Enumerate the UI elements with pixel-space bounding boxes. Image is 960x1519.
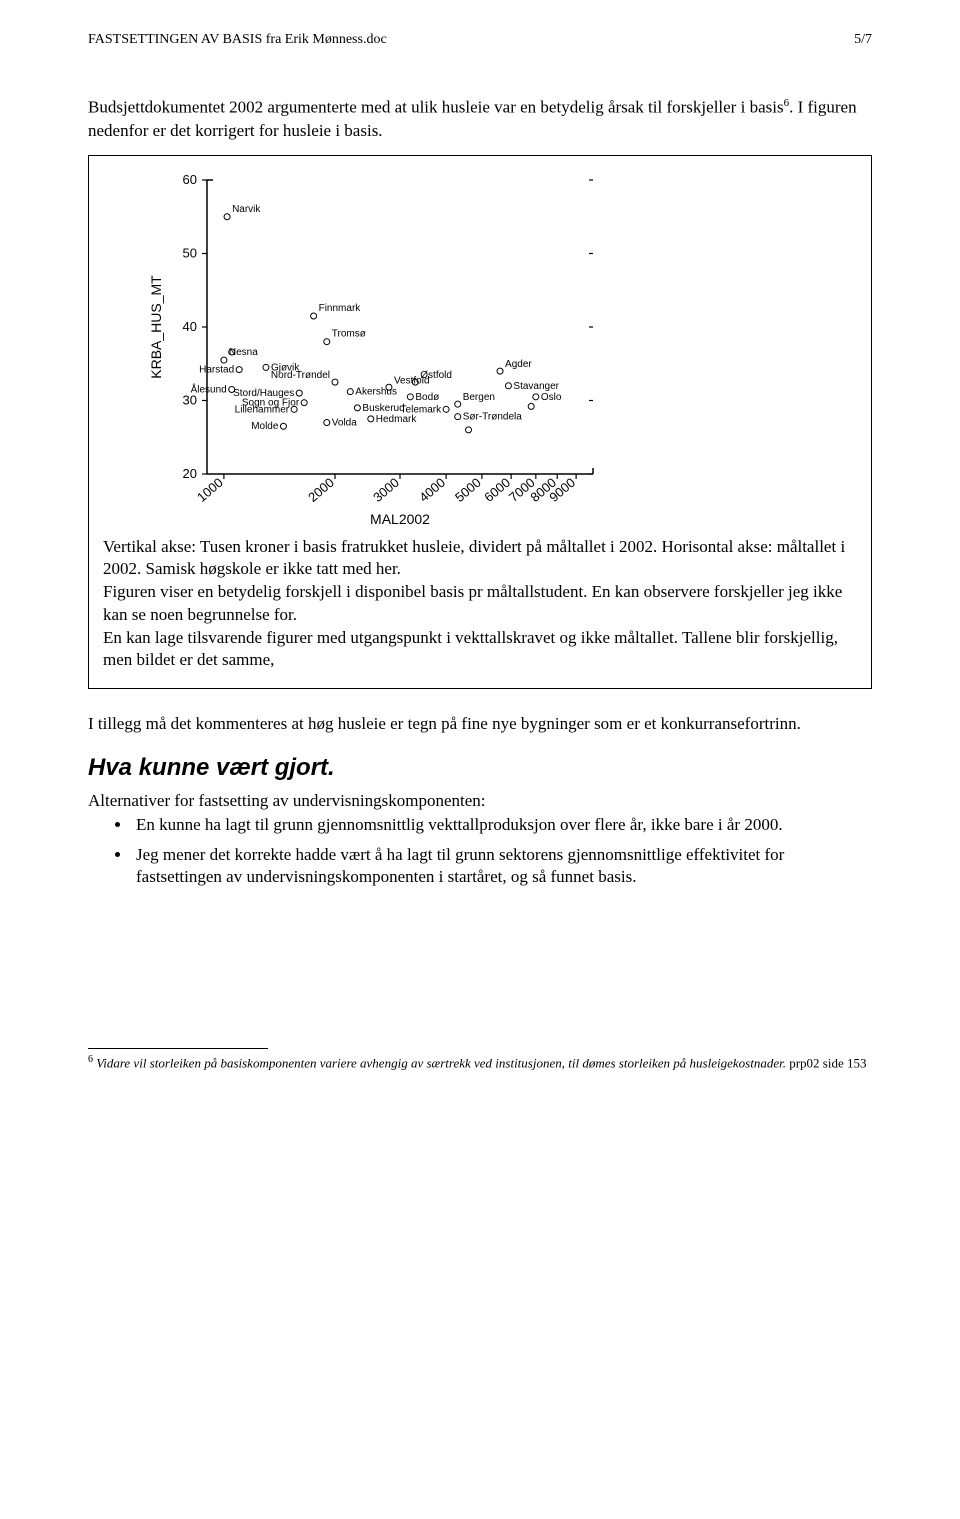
svg-text:Buskerud: Buskerud xyxy=(362,402,404,413)
scatter-chart: 2030405060100020003000400050006000700080… xyxy=(143,170,603,530)
svg-text:Narvik: Narvik xyxy=(232,203,261,214)
svg-text:Akershus: Akershus xyxy=(355,386,397,397)
bullet-list: En kunne ha lagt til grunn gjennomsnittl… xyxy=(88,814,872,888)
footnote-separator xyxy=(88,1048,268,1049)
footnote-number: 6 xyxy=(88,1054,93,1065)
svg-text:KRBA_HUS_MT: KRBA_HUS_MT xyxy=(148,274,164,378)
explain-p1: Vertikal akse: Tusen kroner i basis frat… xyxy=(103,536,857,582)
header-page-number: 5/7 xyxy=(854,32,872,48)
chart-container: 2030405060100020003000400050006000700080… xyxy=(88,155,872,690)
svg-text:4000: 4000 xyxy=(416,474,448,504)
svg-text:Østfold: Østfold xyxy=(420,370,452,381)
svg-text:Molde: Molde xyxy=(251,421,279,432)
svg-text:60: 60 xyxy=(183,172,197,187)
chart-explanation: Vertikal akse: Tusen kroner i basis frat… xyxy=(103,536,857,673)
footnote: 6 Vidare vil storleiken på basiskomponen… xyxy=(88,1053,872,1072)
chart-svg: 2030405060100020003000400050006000700080… xyxy=(143,170,603,530)
svg-text:Oslo: Oslo xyxy=(541,391,562,402)
svg-text:Hedmark: Hedmark xyxy=(376,413,418,424)
intro-paragraph: Budsjettdokumentet 2002 argumenterte med… xyxy=(88,96,872,143)
footnote-tail: prp02 side 153 xyxy=(786,1056,867,1071)
svg-text:1000: 1000 xyxy=(194,474,226,504)
document-page: FASTSETTINGEN AV BASIS fra Erik Mønness.… xyxy=(0,0,960,1132)
intro-text-a: Budsjettdokumentet 2002 argumenterte med… xyxy=(88,98,784,117)
svg-text:20: 20 xyxy=(183,466,197,481)
svg-text:Nord-Trøndel: Nord-Trøndel xyxy=(271,370,330,381)
svg-text:Stavanger: Stavanger xyxy=(513,380,559,391)
svg-text:Harstad: Harstad xyxy=(199,364,234,375)
svg-text:Bodø: Bodø xyxy=(415,391,439,402)
svg-text:50: 50 xyxy=(183,245,197,260)
svg-text:Finnmark: Finnmark xyxy=(319,303,362,314)
section-body: Alternativer for fastsetting av undervis… xyxy=(88,790,872,888)
svg-text:Bergen: Bergen xyxy=(463,392,495,403)
svg-text:Nesna: Nesna xyxy=(229,347,258,358)
section-heading: Hva kunne vært gjort. xyxy=(88,754,872,782)
svg-text:Tromsø: Tromsø xyxy=(332,328,366,339)
svg-text:5000: 5000 xyxy=(452,474,484,504)
header-filename: FASTSETTINGEN AV BASIS fra Erik Mønness.… xyxy=(88,32,387,48)
svg-text:Sør-Trøndela: Sør-Trøndela xyxy=(463,411,523,422)
bullet-item: En kunne ha lagt til grunn gjennomsnittl… xyxy=(132,814,872,836)
svg-text:Ålesund: Ålesund xyxy=(191,382,227,395)
svg-text:2000: 2000 xyxy=(305,474,337,504)
svg-text:3000: 3000 xyxy=(370,474,402,504)
explain-p2: Figuren viser en betydelig forskjell i d… xyxy=(103,581,857,627)
explain-p4: I tillegg må det kommenteres at høg husl… xyxy=(88,713,872,736)
svg-text:Volda: Volda xyxy=(332,417,357,428)
svg-text:Agder: Agder xyxy=(505,359,532,370)
footnote-italic: Vidare vil storleiken på basiskomponente… xyxy=(96,1056,786,1071)
svg-text:6000: 6000 xyxy=(481,474,513,504)
explain-p3: En kan lage tilsvarende figurer med utga… xyxy=(103,627,857,673)
section-lead: Alternativer for fastsetting av undervis… xyxy=(88,790,872,812)
svg-text:MAL2002: MAL2002 xyxy=(370,511,430,527)
bullet-item: Jeg mener det korrekte hadde vært å ha l… xyxy=(132,844,872,888)
page-header: FASTSETTINGEN AV BASIS fra Erik Mønness.… xyxy=(88,32,872,48)
svg-text:40: 40 xyxy=(183,319,197,334)
svg-text:Lillehammer: Lillehammer xyxy=(235,404,290,415)
